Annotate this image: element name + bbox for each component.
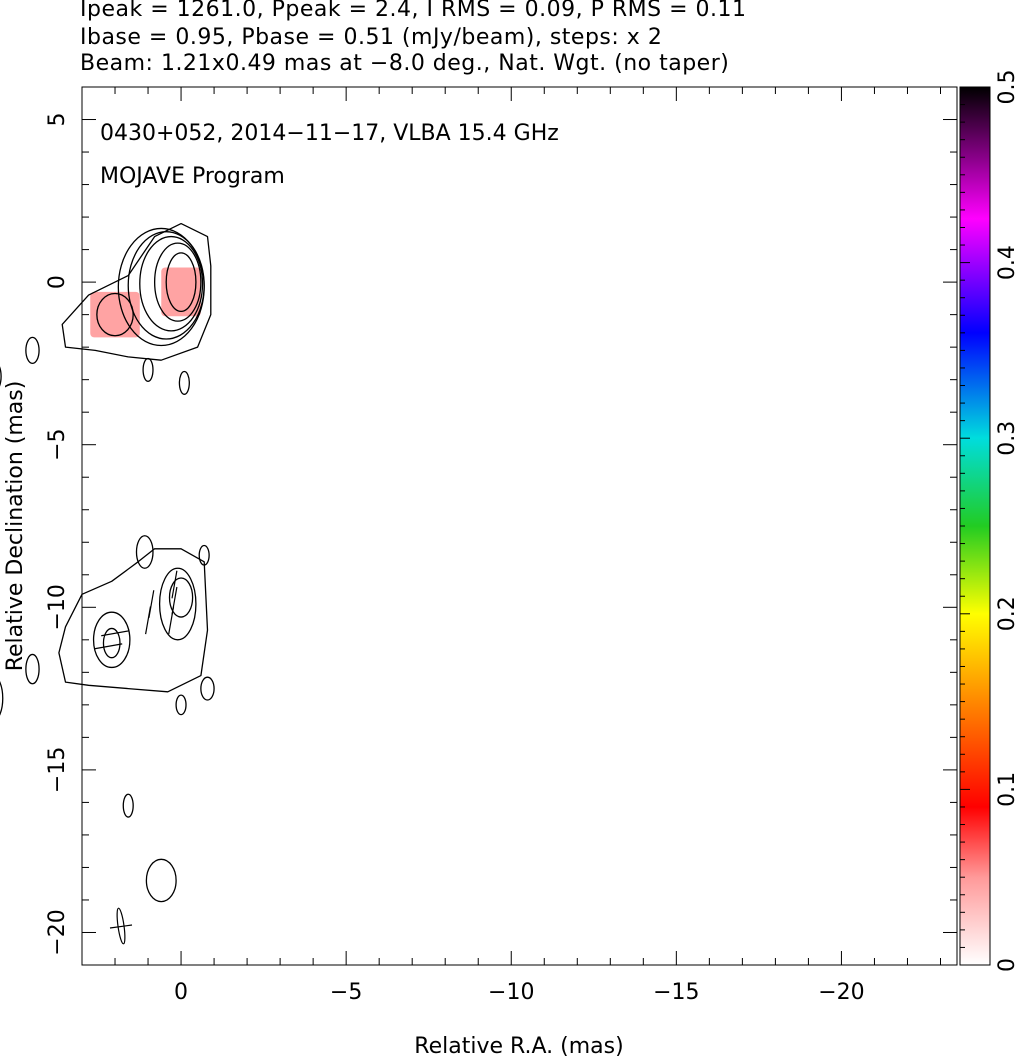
evpa-vector xyxy=(168,606,175,635)
contour-line xyxy=(145,858,177,903)
contour-line xyxy=(139,235,204,332)
colorbar-tick-label: 0.1 xyxy=(995,772,1020,807)
contour-line xyxy=(135,535,154,569)
y-tick-label: 0 xyxy=(45,275,70,289)
contour-line xyxy=(25,653,40,685)
y-tick-label: 5 xyxy=(45,113,70,127)
contour-line xyxy=(175,694,187,716)
y-axis-label: Relative Declination (mas) xyxy=(3,381,28,672)
x-tick-label: −20 xyxy=(818,980,864,1005)
x-tick-label: −5 xyxy=(330,980,362,1005)
x-tick-label: −15 xyxy=(653,980,699,1005)
x-tick-label: 0 xyxy=(174,980,188,1005)
header-line-1: Ipeak = 1261.0, Ppeak = 2.4, I RMS = 0.0… xyxy=(80,0,747,22)
contour-envelope xyxy=(61,222,212,361)
contour-line xyxy=(168,577,194,618)
contour-line xyxy=(153,242,202,322)
colorbar-tick-label: 0.5 xyxy=(995,70,1020,105)
contour-line xyxy=(0,681,4,716)
contour-line xyxy=(96,292,134,337)
contour-line xyxy=(102,627,121,659)
header-line-3: Beam: 1.21x0.49 mas at −8.0 deg., Nat. W… xyxy=(80,51,730,76)
x-axis-label: Relative R.A. (mas) xyxy=(414,1034,623,1059)
y-tick-label: −20 xyxy=(45,909,70,955)
contour-line xyxy=(200,676,215,701)
evpa-vector xyxy=(101,630,129,637)
polarization-patch xyxy=(90,291,140,338)
beam-marker xyxy=(109,907,133,945)
colorbar-tick-label: 0.2 xyxy=(995,596,1020,631)
evpa-vector xyxy=(171,570,178,599)
contour-line xyxy=(178,370,190,395)
contour-line xyxy=(165,252,197,313)
contour-line xyxy=(158,567,197,641)
contour-line xyxy=(142,357,154,382)
contour-line xyxy=(92,611,131,669)
colorbar-tick-label: 0.3 xyxy=(995,421,1020,456)
y-tick-label: −10 xyxy=(45,584,70,630)
contour-line xyxy=(25,336,40,365)
contour-line xyxy=(117,227,205,347)
colorbar-tick-label: 0.4 xyxy=(995,245,1020,280)
contour-envelope xyxy=(58,548,209,693)
contour-line xyxy=(0,366,2,387)
contour-line xyxy=(122,793,134,818)
colorbar-tick-label: 0 xyxy=(995,958,1020,972)
y-tick-label: −5 xyxy=(45,428,70,460)
chart-title: 0430+052, 2014−11−17, VLBA 15.4 GHz xyxy=(100,121,559,146)
x-tick-label: −10 xyxy=(488,980,534,1005)
y-tick-label: −15 xyxy=(45,747,70,793)
plot-frame xyxy=(81,86,958,966)
evpa-vector xyxy=(94,643,123,650)
chart-subtitle: MOJAVE Program xyxy=(100,164,285,189)
evpa-vector xyxy=(145,606,152,635)
header-line-2: Ibase = 0.95, Pbase = 0.51 (mJy/beam), s… xyxy=(80,25,663,50)
